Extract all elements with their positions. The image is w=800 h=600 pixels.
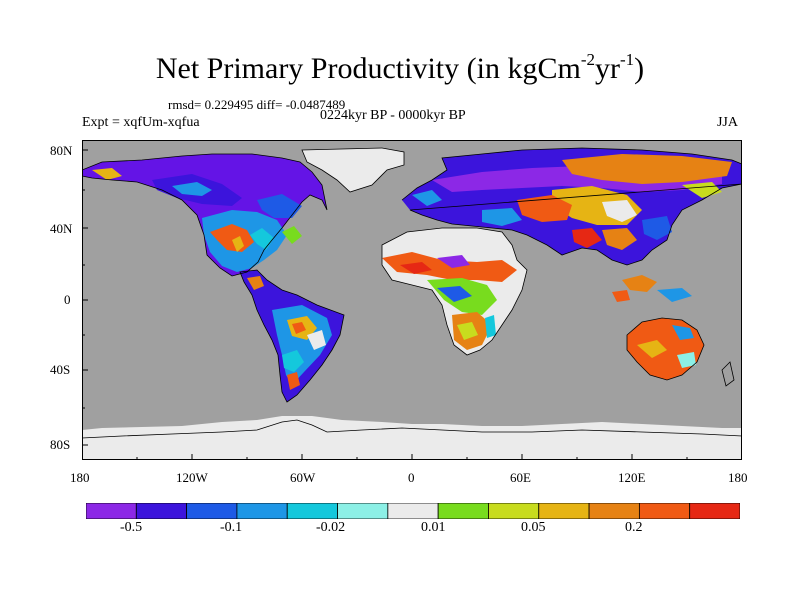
- australia: [627, 318, 704, 380]
- eurasia: [402, 148, 742, 265]
- colorbar-swatch: [488, 503, 540, 519]
- colorbar-swatch: [387, 503, 439, 519]
- world-map: [82, 140, 742, 460]
- colorbar-swatch: [588, 503, 640, 519]
- colorbar-swatch: [689, 503, 740, 519]
- colorbar-swatch: [337, 503, 389, 519]
- colorbar-label: 0.2: [625, 520, 643, 535]
- colorbar-swatch: [86, 503, 137, 519]
- colorbar-label: -0.02: [316, 520, 346, 535]
- colorbar-swatch: [437, 503, 489, 519]
- chart-title: Net Primary Productivity (in kgCm-2yr-1): [155, 50, 645, 85]
- greenland-ice: [301, 147, 405, 193]
- period-text: 0224kyr BP - 0000kyr BP: [320, 108, 466, 123]
- lon-label-180-west: 180: [70, 470, 90, 485]
- colorbar-label: -0.1: [220, 520, 243, 535]
- map-frame: [82, 140, 742, 460]
- colorbar: [86, 503, 740, 519]
- lat-label-80n: 80N: [50, 143, 73, 158]
- lat-label-80s: 80S: [50, 437, 71, 452]
- antarctica-ice: [82, 416, 742, 460]
- lat-label-40n: 40N: [50, 221, 73, 236]
- colorbar-label: -0.5: [120, 520, 143, 535]
- colorbar-swatch: [236, 503, 288, 519]
- lon-label-120w: 120W: [176, 470, 208, 485]
- southeast-asia: [612, 275, 692, 302]
- colorbar-swatch: [186, 503, 238, 519]
- africa: [382, 228, 527, 355]
- lat-label-0: 0: [64, 292, 71, 307]
- experiment-label: Expt = xqfUm-xqfua: [82, 115, 200, 130]
- north-america: [82, 154, 327, 276]
- lon-label-180-east: 180: [728, 470, 748, 485]
- lon-label-60e: 60E: [510, 470, 531, 485]
- colorbar-swatch: [135, 503, 188, 519]
- lon-label-0: 0: [408, 470, 415, 485]
- lon-label-120e: 120E: [618, 470, 646, 485]
- colorbar-swatch: [538, 503, 590, 519]
- lon-label-60w: 60W: [290, 470, 316, 485]
- colorbar-label: 0.05: [521, 520, 546, 535]
- colorbar-swatch: [286, 503, 338, 519]
- lat-label-40s: 40S: [50, 362, 71, 377]
- coastlines: [82, 147, 742, 403]
- colorbar-swatch: [638, 503, 691, 519]
- colorbar-label: 0.01: [421, 520, 446, 535]
- south-america: [240, 270, 344, 402]
- stats-text: rmsd= 0.229495 diff= -0.0487489: [168, 97, 346, 112]
- season-label: JJA: [716, 115, 738, 130]
